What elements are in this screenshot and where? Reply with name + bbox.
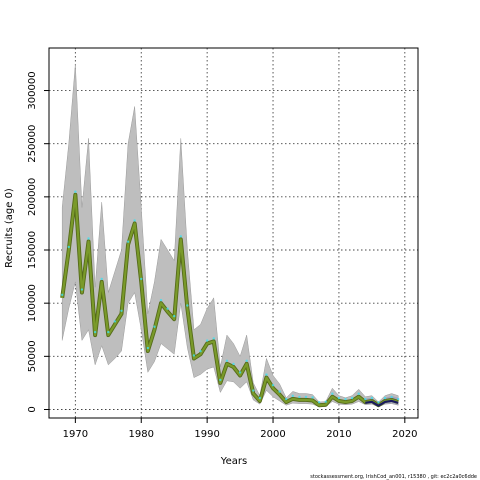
data-point [219, 378, 222, 382]
data-point [186, 304, 189, 307]
data-point [179, 235, 182, 238]
y-tick-label: 100000 [27, 284, 38, 322]
data-point [298, 395, 301, 399]
x-tick-label: 1970 [63, 429, 88, 440]
data-point [140, 277, 143, 281]
data-point [205, 339, 209, 342]
data-point [87, 237, 90, 240]
data-points [60, 190, 400, 404]
x-tick-label: 2020 [392, 429, 417, 440]
data-point [212, 337, 215, 340]
x-tick-label: 1990 [194, 429, 219, 440]
data-point [357, 392, 360, 395]
data-point [74, 190, 77, 193]
data-point [67, 245, 70, 249]
data-point [364, 397, 367, 401]
estimate-line [61, 193, 399, 407]
footer-note: stockassessment.org, IrishCod_an001, r15… [310, 474, 477, 480]
y-tick-label: 50000 [27, 340, 38, 372]
data-point [291, 394, 295, 398]
data-point [324, 400, 327, 403]
y-tick-label: 150000 [27, 231, 38, 269]
data-point [107, 330, 110, 334]
data-point [390, 395, 393, 399]
y-axis-title: Recruits (age 0) [4, 188, 15, 268]
tail-estimate-line [365, 399, 399, 407]
x-tick-label: 2010 [326, 429, 351, 440]
data-point [146, 346, 150, 350]
data-point [350, 396, 354, 400]
data-point [60, 293, 64, 297]
data-point [153, 325, 156, 328]
data-point [397, 397, 400, 401]
y-tick-label: 200000 [27, 178, 38, 216]
confidence-band [61, 63, 399, 408]
data-point [337, 396, 341, 400]
data-point [311, 396, 314, 399]
data-point [93, 330, 97, 334]
data-point [172, 314, 176, 318]
data-point [377, 401, 380, 404]
x-tick-label: 2000 [260, 429, 285, 440]
x-axis: 1970 1980 1990 2000 2010 2020 [63, 418, 418, 440]
x-axis-title: Years [220, 456, 247, 467]
data-point [304, 395, 308, 399]
data-point [159, 298, 163, 302]
x-tick-label: 1980 [129, 429, 154, 440]
data-point [265, 373, 268, 376]
data-point [331, 392, 334, 395]
data-point [271, 384, 275, 387]
data-point [199, 350, 202, 353]
data-point [258, 396, 262, 400]
y-tick-label: 300000 [27, 71, 38, 109]
data-point [238, 371, 242, 374]
data-point [100, 277, 103, 281]
y-tick-label: 0 [27, 406, 38, 412]
data-point [245, 359, 248, 362]
data-point [80, 288, 84, 291]
data-point [232, 362, 235, 366]
data-point [344, 397, 347, 401]
data-point [278, 390, 281, 393]
data-point [317, 401, 321, 404]
y-axis: 0 50000 100000 150000 200000 250000 300000 [27, 71, 49, 413]
y-tick-label: 250000 [27, 125, 38, 163]
data-point [285, 397, 288, 401]
plot-frame [48, 47, 419, 419]
data-point [252, 389, 255, 392]
data-point [120, 309, 123, 313]
data-point [225, 359, 229, 362]
data-point [126, 240, 130, 243]
data-point [383, 396, 387, 400]
data-point [113, 320, 117, 323]
data-point [192, 354, 196, 357]
data-point [133, 219, 136, 222]
data-point [370, 396, 374, 400]
data-point [166, 307, 169, 310]
